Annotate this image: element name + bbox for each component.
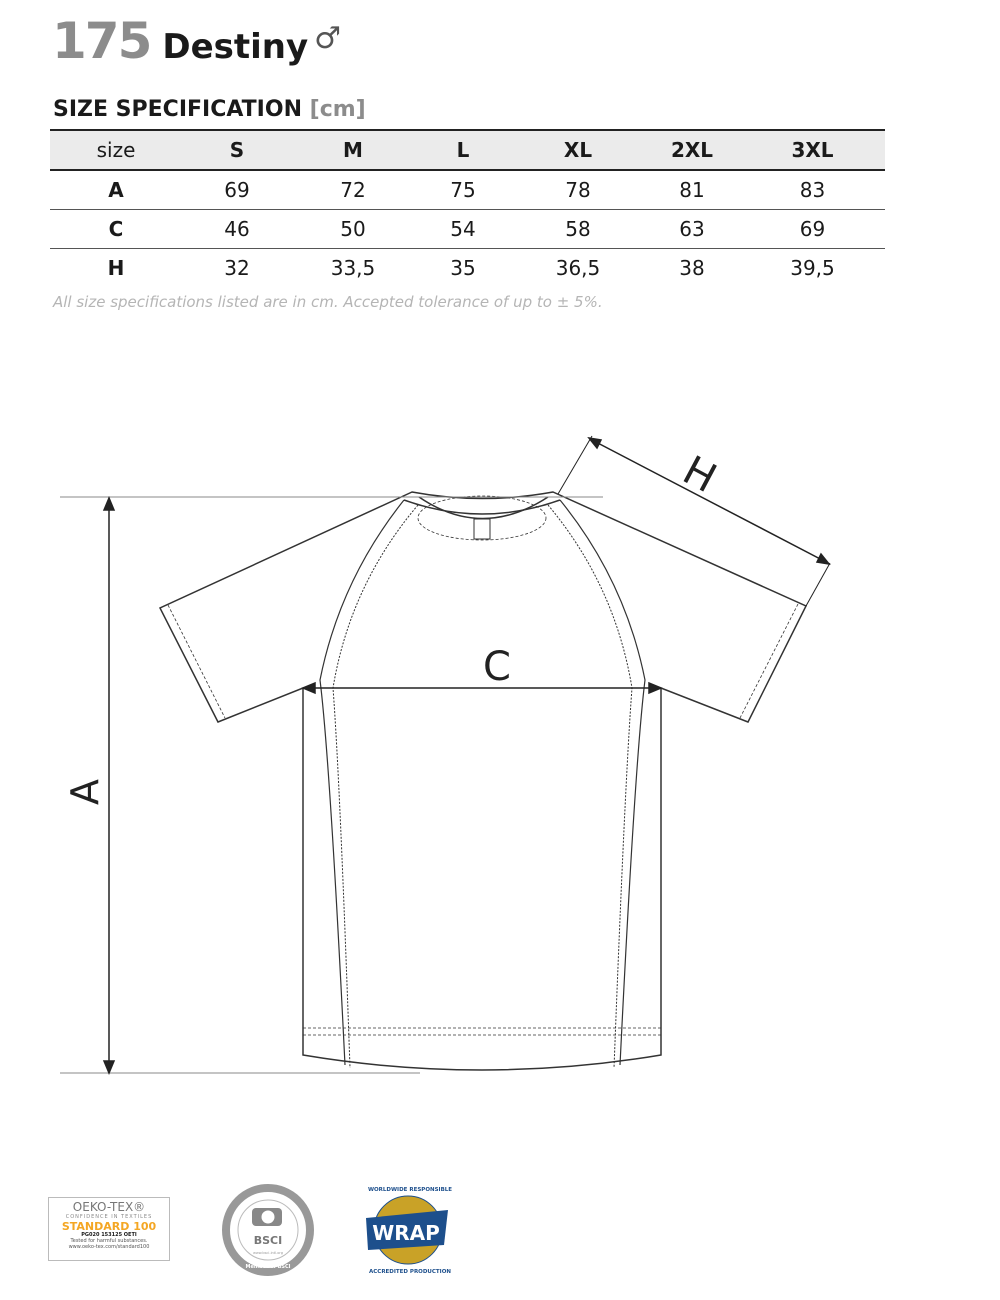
column-header: M — [343, 138, 363, 162]
oeko-line: CONFIDENCE IN TEXTILES — [65, 1213, 153, 1220]
row-label: C — [108, 216, 124, 241]
tshirt-outline — [158, 491, 808, 1071]
wrap-logo: WRAP WORLDWIDE RESPONSIBLE ACCREDITED PR… — [366, 1187, 452, 1275]
column-header: L — [456, 138, 470, 162]
column-header: size — [96, 138, 136, 162]
product-title: 175 Destiny ♂ — [52, 12, 341, 70]
oeko-line: STANDARD 100 — [61, 1219, 157, 1233]
wrap-text: WRAP — [372, 1221, 440, 1245]
table-cell: 46 — [224, 216, 250, 241]
column-header: 3XL — [791, 138, 834, 162]
table-cell: 58 — [565, 216, 591, 241]
row-label: H — [107, 255, 125, 280]
column-header: XL — [563, 138, 593, 162]
bsci-logo: BSCI www.bsci-intl.org Member of BSCI — [222, 1184, 314, 1276]
table-header-row: size S M L XL 2XL 3XL — [50, 130, 885, 170]
product-name: Destiny — [162, 27, 309, 67]
table-cell: 69 — [799, 216, 826, 241]
column-header: S — [229, 138, 245, 162]
wrap-top: WORLDWIDE RESPONSIBLE — [368, 1187, 452, 1193]
table-cell: 32 — [224, 255, 250, 280]
table-cell: 81 — [679, 177, 705, 202]
oeko-tex-logo: OEKO-TEX® CONFIDENCE IN TEXTILES STANDAR… — [48, 1197, 170, 1261]
product-number: 175 — [52, 12, 152, 70]
table-cell: 78 — [565, 177, 591, 202]
oeko-line: Tested for harmful substances. — [70, 1237, 148, 1244]
oeko-line: OEKO-TEX® — [72, 1200, 146, 1214]
wrap-bottom: ACCREDITED PRODUCTION — [369, 1269, 451, 1275]
male-icon: ♂ — [314, 21, 342, 56]
table-cell: 50 — [340, 216, 366, 241]
table-cell: 63 — [679, 216, 705, 241]
section-title: SIZE SPECIFICATION [cm] — [53, 97, 366, 122]
table-cell: 39,5 — [790, 255, 835, 280]
table-cell: 72 — [340, 177, 366, 202]
section-title-text: SIZE SPECIFICATION — [53, 97, 302, 122]
bsci-member: Member of BSCI — [245, 1264, 290, 1270]
table-cell: 38 — [679, 255, 705, 280]
table-row: H 32 33,5 35 36,5 38 39,5 — [50, 248, 885, 287]
tolerance-note: All size specifications listed are in cm… — [53, 293, 603, 311]
table-row: A 69 72 75 78 81 83 — [50, 170, 885, 209]
size-table: size S M L XL 2XL 3XL A 69 72 75 78 81 8… — [50, 129, 885, 287]
table-cell: 83 — [799, 177, 826, 202]
table-cell: 35 — [450, 255, 476, 280]
table-row: C 46 50 54 58 63 69 — [50, 209, 885, 248]
dimension-lines — [60, 435, 831, 1075]
dimension-label-h: H — [675, 448, 723, 503]
table-cell: 36,5 — [555, 255, 601, 280]
oeko-line: www.oeko-tex.com/standard100 — [68, 1243, 150, 1250]
dimension-label-c: C — [483, 644, 511, 690]
table-cell: 54 — [450, 216, 476, 241]
section-unit: [cm] — [309, 97, 366, 122]
bsci-text: BSCI — [254, 1234, 282, 1247]
table-cell: 69 — [224, 177, 250, 202]
row-label: A — [108, 177, 124, 202]
table-cell: 75 — [450, 177, 476, 202]
oeko-line: PG020 153125 OETI — [81, 1232, 137, 1239]
dimension-label-a: A — [63, 779, 107, 805]
bsci-url: www.bsci-intl.org — [253, 1251, 283, 1255]
column-header: 2XL — [670, 138, 714, 162]
table-cell: 33,5 — [330, 255, 376, 280]
